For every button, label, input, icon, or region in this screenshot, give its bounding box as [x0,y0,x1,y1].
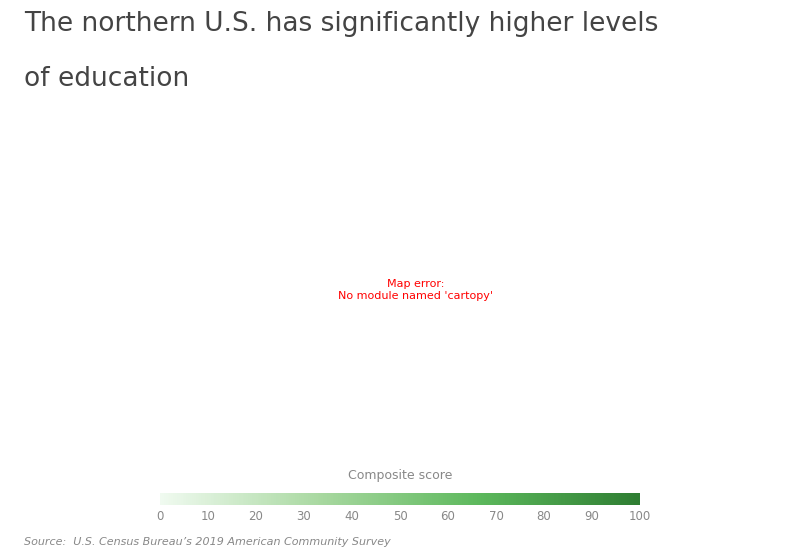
Text: The northern U.S. has significantly higher levels: The northern U.S. has significantly high… [24,11,658,37]
Text: Source:  U.S. Census Bureau’s 2019 American Community Survey: Source: U.S. Census Bureau’s 2019 Americ… [24,537,390,547]
Text: of education: of education [24,66,190,93]
Text: Map error:
No module named 'cartopy': Map error: No module named 'cartopy' [338,280,494,301]
Text: Composite score: Composite score [348,469,452,482]
